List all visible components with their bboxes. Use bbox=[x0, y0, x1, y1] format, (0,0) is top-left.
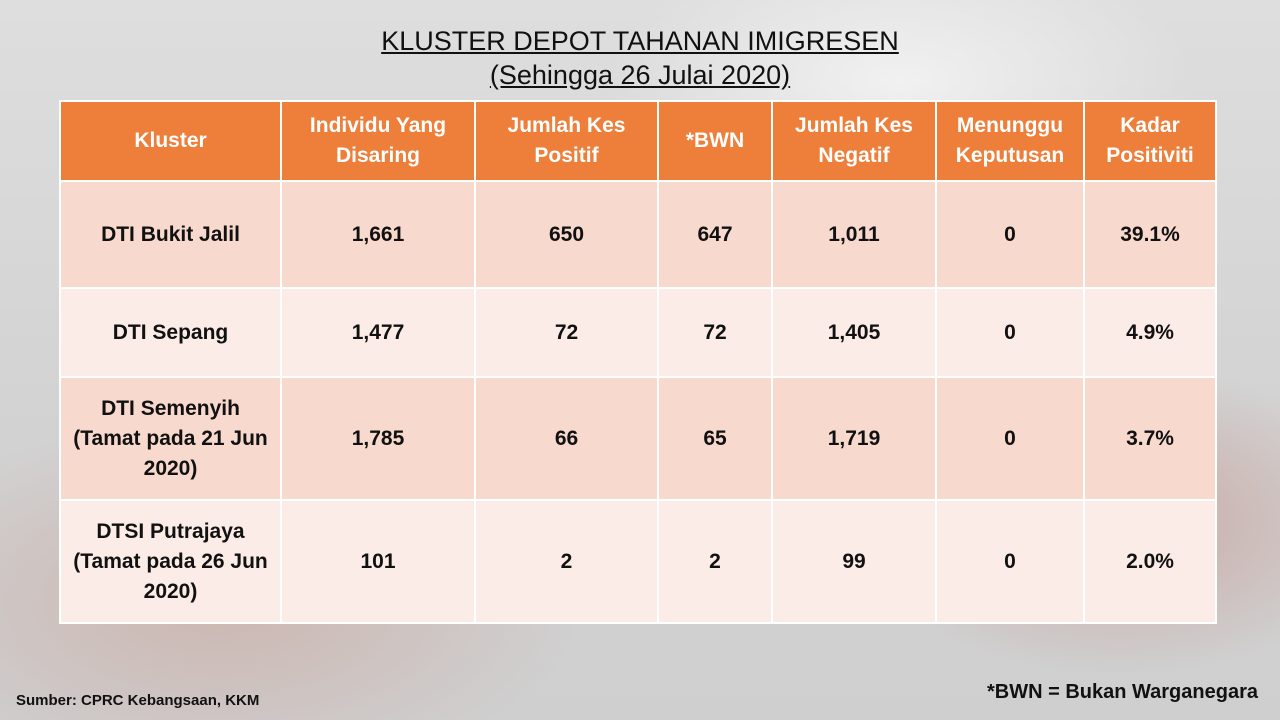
cell-kluster: DTI Semenyih (Tamat pada 21 Jun 2020) bbox=[59, 376, 282, 501]
header-kes-negatif: Jumlah Kes Negatif bbox=[771, 100, 937, 182]
cell-bwn: 2 bbox=[657, 499, 773, 624]
cell-kes-negatif: 1,011 bbox=[771, 180, 937, 289]
cell-individu-disaring: 1,785 bbox=[280, 376, 476, 501]
cell-kluster: DTI Sepang bbox=[59, 287, 282, 378]
cell-kes-positif: 72 bbox=[474, 287, 659, 378]
cell-kadar-positiviti: 39.1% bbox=[1083, 180, 1217, 289]
cell-kadar-positiviti: 2.0% bbox=[1083, 499, 1217, 624]
cell-bwn: 65 bbox=[657, 376, 773, 501]
header-kluster: Kluster bbox=[59, 100, 282, 182]
title-line-1: KLUSTER DEPOT TAHANAN IMIGRESEN bbox=[381, 26, 899, 56]
page-title: KLUSTER DEPOT TAHANAN IMIGRESEN (Sehingg… bbox=[0, 24, 1280, 92]
cell-menunggu-keputusan: 0 bbox=[935, 180, 1085, 289]
bwn-footnote: *BWN = Bukan Warganegara bbox=[987, 681, 1258, 703]
cell-kes-positif: 650 bbox=[474, 180, 659, 289]
cell-bwn: 647 bbox=[657, 180, 773, 289]
cell-kes-positif: 2 bbox=[474, 499, 659, 624]
header-menunggu-keputusan: Menunggu Keputusan bbox=[935, 100, 1085, 182]
cell-menunggu-keputusan: 0 bbox=[935, 499, 1085, 624]
table-row: DTI Semenyih (Tamat pada 21 Jun 2020) 1,… bbox=[59, 376, 1217, 501]
table-row: DTI Sepang 1,477 72 72 1,405 0 4.9% bbox=[59, 287, 1217, 378]
source-caption: Sumber: CPRC Kebangsaan, KKM bbox=[16, 692, 260, 709]
cell-kes-positif: 66 bbox=[474, 376, 659, 501]
cell-kes-negatif: 99 bbox=[771, 499, 937, 624]
cell-individu-disaring: 1,477 bbox=[280, 287, 476, 378]
title-line-2: (Sehingga 26 Julai 2020) bbox=[489, 60, 791, 90]
cell-kes-negatif: 1,719 bbox=[771, 376, 937, 501]
header-bwn: *BWN bbox=[657, 100, 773, 182]
cell-individu-disaring: 101 bbox=[280, 499, 476, 624]
cell-bwn: 72 bbox=[657, 287, 773, 378]
table-row: DTSI Putrajaya (Tamat pada 26 Jun 2020) … bbox=[59, 499, 1217, 624]
header-individu-disaring: Individu Yang Disaring bbox=[280, 100, 476, 182]
header-kadar-positiviti: Kadar Positiviti bbox=[1083, 100, 1217, 182]
table-header-row: Kluster Individu Yang Disaring Jumlah Ke… bbox=[59, 100, 1217, 182]
cell-menunggu-keputusan: 0 bbox=[935, 287, 1085, 378]
cell-kadar-positiviti: 3.7% bbox=[1083, 376, 1217, 501]
cell-kluster: DTI Bukit Jalil bbox=[59, 180, 282, 289]
table-row: DTI Bukit Jalil 1,661 650 647 1,011 0 39… bbox=[59, 180, 1217, 289]
cell-individu-disaring: 1,661 bbox=[280, 180, 476, 289]
cell-menunggu-keputusan: 0 bbox=[935, 376, 1085, 501]
cluster-table: Kluster Individu Yang Disaring Jumlah Ke… bbox=[59, 100, 1217, 624]
header-kes-positif: Jumlah Kes Positif bbox=[474, 100, 659, 182]
cell-kadar-positiviti: 4.9% bbox=[1083, 287, 1217, 378]
cell-kes-negatif: 1,405 bbox=[771, 287, 937, 378]
cell-kluster: DTSI Putrajaya (Tamat pada 26 Jun 2020) bbox=[59, 499, 282, 624]
